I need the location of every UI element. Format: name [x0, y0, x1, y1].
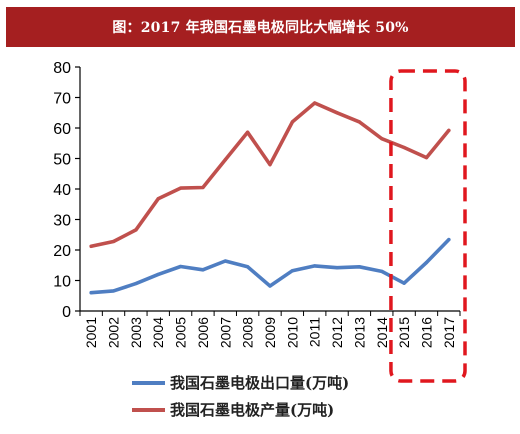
y-tick-label: 30	[53, 213, 71, 230]
series-1-point	[178, 186, 183, 190]
series-0-point	[290, 269, 294, 273]
series-1-point	[201, 185, 205, 190]
series-0-point	[357, 265, 362, 269]
series-line-1	[89, 101, 451, 249]
series-0-point	[380, 269, 384, 273]
x-tick-label: 2006	[195, 317, 211, 348]
series-1-point	[380, 137, 384, 141]
x-tick-label: 2013	[351, 317, 367, 348]
x-tick-label: 2014	[374, 317, 390, 348]
y-tick-label: 40	[53, 182, 71, 199]
series-0-point	[246, 265, 250, 269]
series-1-point	[335, 111, 339, 115]
series-1-point	[357, 120, 362, 124]
x-tick-label: 2001	[83, 317, 99, 348]
y-tick-label: 80	[53, 60, 71, 77]
y-tick-label: 60	[53, 121, 71, 138]
series-1-point	[134, 228, 138, 232]
x-tick-label: 2008	[240, 317, 256, 348]
x-ticks: 2001 2002 2003 2004 2005 2006 2007 2008 2009 2010…	[79, 311, 461, 348]
x-tick-label: 2012	[329, 317, 345, 348]
series-0-point	[313, 264, 317, 268]
x-tick-label: 2016	[418, 317, 434, 348]
y-tick-label: 0	[62, 304, 71, 321]
series-layer	[89, 101, 451, 295]
series-1-point	[447, 128, 451, 133]
series-1-point	[424, 155, 429, 160]
series-1-point	[223, 158, 227, 162]
y-tick-label: 20	[53, 243, 71, 260]
x-tick-label: 2002	[106, 317, 122, 348]
y-tick-label: 50	[53, 152, 71, 169]
x-tick-label: 2004	[150, 317, 166, 348]
legend-label-0: 我国石墨电极出口量(万吨)	[170, 374, 349, 392]
series-1-point	[313, 101, 317, 105]
series-0-point	[223, 259, 227, 263]
chart-title: 图：2017 年我国石墨电极同比大幅增长 50%	[6, 7, 515, 47]
series-0-point	[134, 281, 138, 286]
series-0-point	[89, 291, 93, 295]
series-1-point	[111, 239, 116, 244]
x-tick-label: 2010	[284, 317, 300, 348]
x-tick-label: 2007	[217, 317, 233, 348]
series-0-point	[447, 238, 451, 242]
series-0-point	[402, 281, 406, 285]
series-1-point	[290, 120, 294, 124]
x-tick-label: 2003	[128, 317, 144, 348]
x-tick-label: 2009	[262, 317, 278, 348]
series-0-point	[335, 266, 339, 270]
x-tick-label: 2017	[441, 317, 457, 348]
series-1-point	[402, 145, 406, 150]
legend-label-1: 我国石墨电极产量(万吨)	[170, 401, 334, 419]
x-tick-label: 2015	[396, 317, 412, 348]
series-0-point	[268, 284, 272, 288]
series-0-point	[201, 268, 205, 272]
y-ticks: 0 10 20 30 40 50 60 70 80	[53, 60, 80, 321]
series-0-point	[424, 260, 429, 265]
series-0-point	[111, 289, 116, 293]
legend: 我国石墨电极出口量(万吨) 我国石墨电极产量(万吨)	[132, 374, 349, 419]
series-0-point	[178, 264, 183, 269]
x-tick-label: 2011	[307, 317, 323, 347]
y-tick-label: 10	[53, 274, 71, 291]
series-1-point	[89, 244, 93, 248]
series-1-point	[156, 197, 160, 201]
x-tick-label: 2005	[173, 317, 189, 348]
series-1-point	[246, 130, 250, 134]
series-0-point	[156, 272, 160, 276]
axes	[79, 67, 460, 312]
series-1-point	[268, 163, 272, 167]
highlight-box-2015-2017	[389, 69, 467, 383]
y-tick-label: 70	[53, 91, 71, 108]
